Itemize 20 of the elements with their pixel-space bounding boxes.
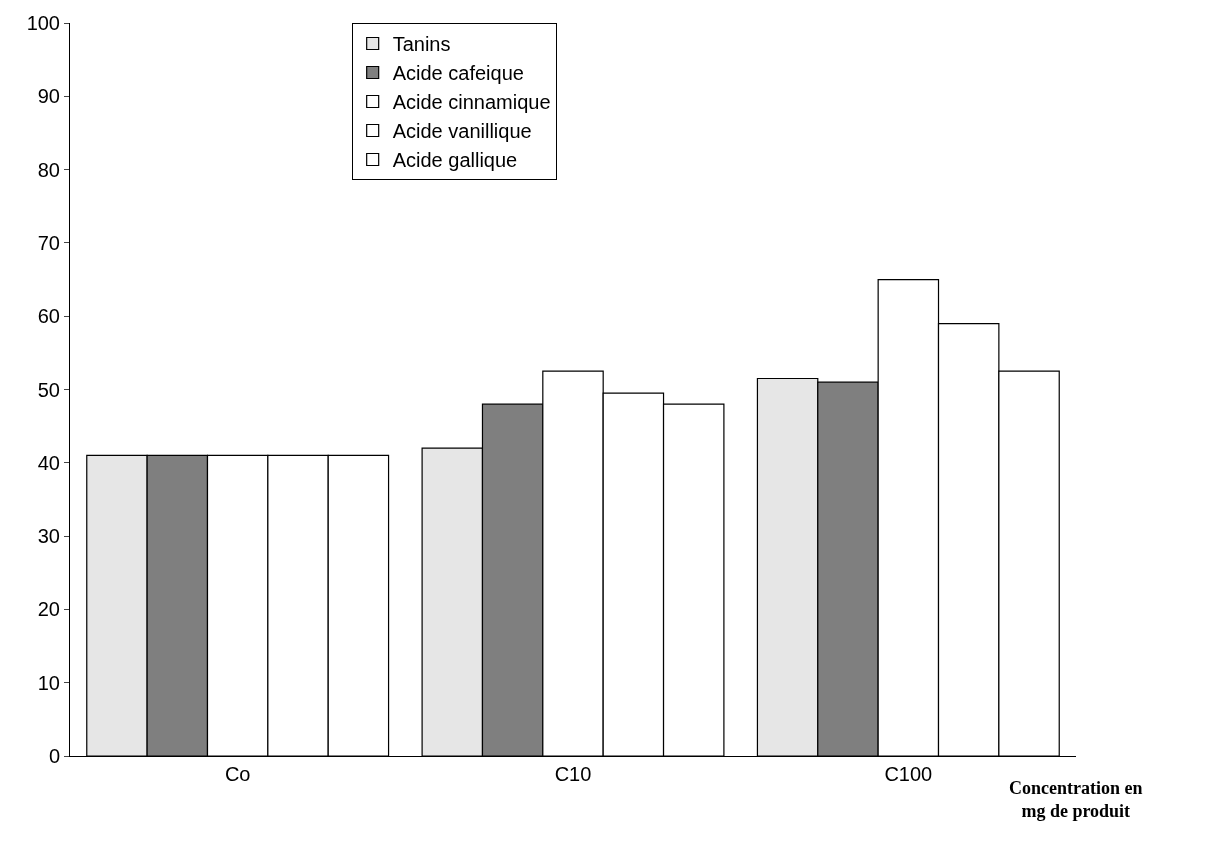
y-tick-label: 80	[37, 158, 60, 181]
x-tick-label: C100	[884, 763, 933, 785]
y-tick-label: 40	[37, 451, 60, 474]
y-tick-label: 90	[37, 85, 60, 108]
x-tick-label: Co	[224, 763, 251, 785]
y-tick-label: 0	[48, 745, 60, 767]
y-tick-label: 20	[37, 598, 60, 621]
legend-label: Acide vanillique	[392, 120, 532, 143]
y-tick-label: 70	[37, 231, 60, 254]
y-tick-label: 10	[37, 671, 60, 694]
legend-label: Acide gallique	[392, 149, 518, 172]
legend-label: Acide cafeique	[392, 62, 524, 85]
y-tick-label: 60	[37, 305, 60, 328]
y-tick-label: 50	[37, 378, 60, 401]
legend-label: Acide cinnamique	[392, 91, 551, 114]
x-tick-label: C10	[554, 763, 592, 785]
x-axis-title: Concentration en mg de produit	[1009, 778, 1143, 822]
legend-label: Tanins	[392, 33, 451, 56]
y-tick-label: 100	[26, 12, 60, 34]
y-tick-label: 30	[37, 525, 60, 548]
